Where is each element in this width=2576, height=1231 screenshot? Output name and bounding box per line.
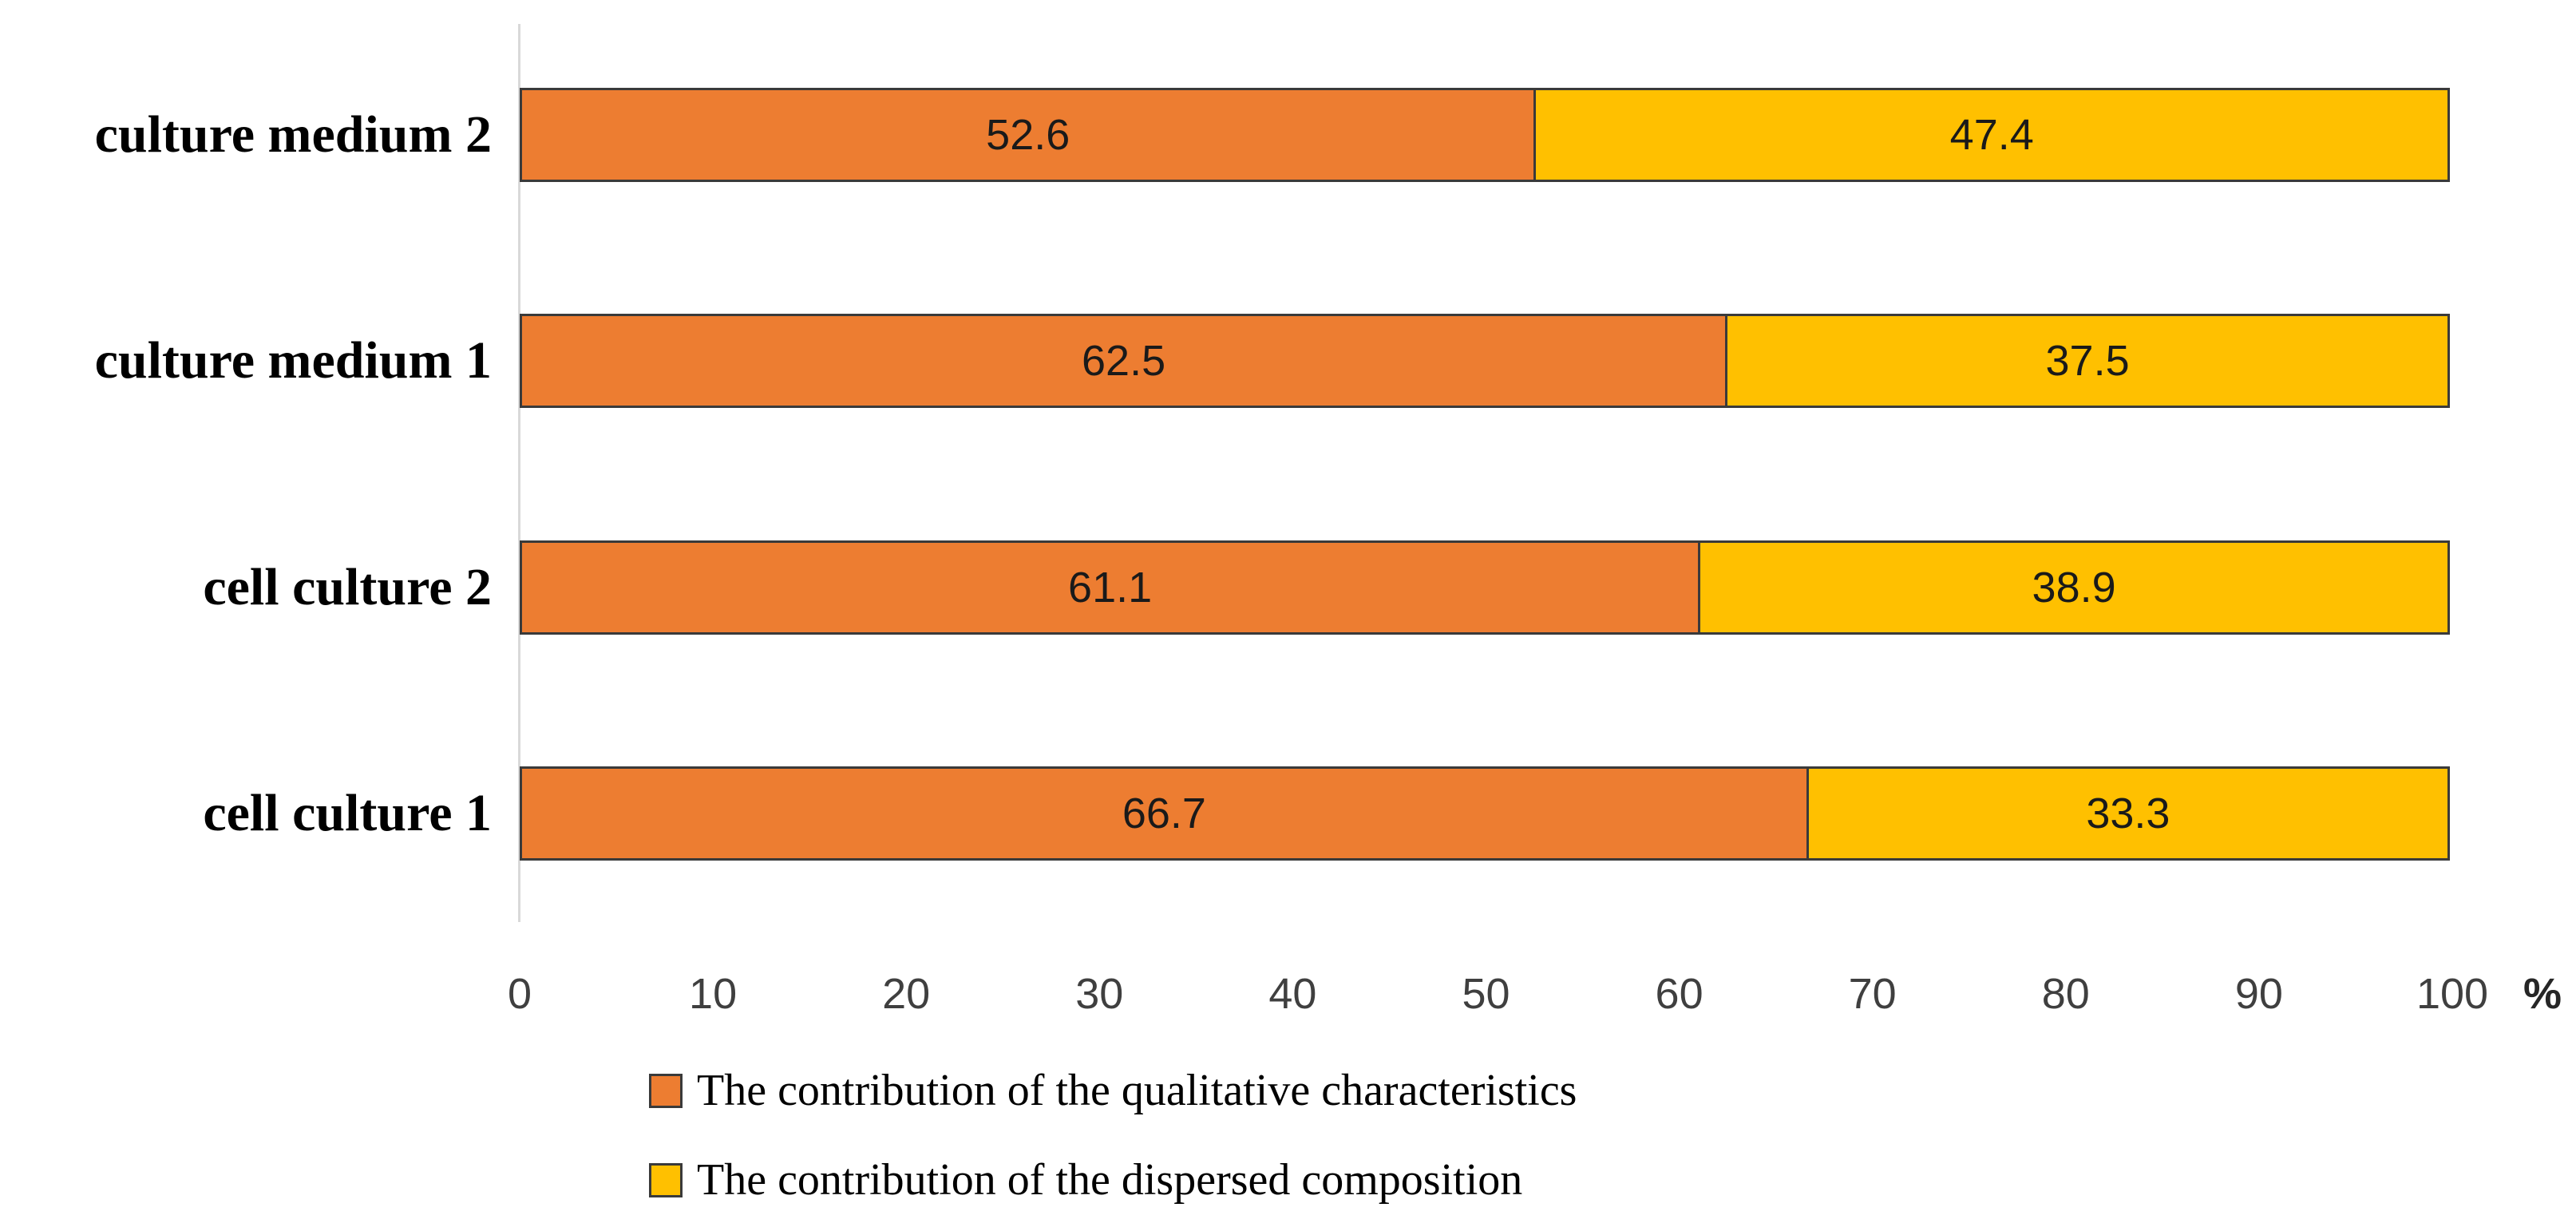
value-label: 37.5 bbox=[2045, 337, 2130, 385]
x-tick-label: 30 bbox=[1075, 970, 1124, 1018]
legend-label: The contribution of the qualitative char… bbox=[697, 1066, 1577, 1115]
y-axis-line bbox=[518, 24, 520, 922]
x-tick-label: 10 bbox=[689, 970, 738, 1018]
value-label: 52.6 bbox=[986, 111, 1070, 159]
legend-item: The contribution of the dispersed compos… bbox=[649, 1156, 1522, 1204]
bar-segment-dispersed: 38.9 bbox=[1698, 540, 2450, 635]
category-label: culture medium 2 bbox=[94, 105, 492, 164]
value-label: 47.4 bbox=[1949, 111, 2034, 159]
legend-swatch-dispersed bbox=[649, 1162, 683, 1197]
x-tick-label: 0 bbox=[507, 970, 532, 1018]
value-label: 33.3 bbox=[2086, 790, 2170, 837]
category-label: cell culture 1 bbox=[203, 784, 492, 842]
bar-segment-qualitative: 61.1 bbox=[520, 540, 1701, 635]
x-tick-label: 100 bbox=[2416, 970, 2489, 1018]
bar-segment-dispersed: 33.3 bbox=[1806, 766, 2450, 861]
bar-segment-dispersed: 37.5 bbox=[1725, 314, 2450, 408]
bar-segment-dispersed: 47.4 bbox=[1533, 88, 2450, 182]
x-tick-label: 90 bbox=[2234, 970, 2283, 1018]
bar-row: 66.7 33.3 bbox=[520, 766, 2452, 861]
x-tick-label: 80 bbox=[2041, 970, 2090, 1018]
bar-segment-qualitative: 66.7 bbox=[520, 766, 1809, 861]
bar-row: 61.1 38.9 bbox=[520, 540, 2452, 635]
bar-segment-qualitative: 62.5 bbox=[520, 314, 1728, 408]
x-axis-unit-label: % bbox=[2523, 970, 2562, 1018]
bar-segment-qualitative: 52.6 bbox=[520, 88, 1537, 182]
bar-row: 52.6 47.4 bbox=[520, 88, 2452, 182]
legend-swatch-qualitative bbox=[649, 1073, 683, 1108]
legend-item: The contribution of the qualitative char… bbox=[649, 1067, 1577, 1114]
x-tick-label: 40 bbox=[1268, 970, 1317, 1018]
x-tick-label: 60 bbox=[1655, 970, 1703, 1018]
value-label: 62.5 bbox=[1082, 337, 1166, 385]
category-label: culture medium 1 bbox=[94, 331, 492, 390]
x-tick-label: 50 bbox=[1462, 970, 1510, 1018]
value-label: 38.9 bbox=[2032, 564, 2116, 612]
category-label: cell culture 2 bbox=[203, 558, 492, 616]
bar-row: 62.5 37.5 bbox=[520, 314, 2452, 408]
x-tick-label: 20 bbox=[882, 970, 931, 1018]
x-tick-label: 70 bbox=[1848, 970, 1897, 1018]
value-label: 66.7 bbox=[1122, 790, 1206, 837]
legend-label: The contribution of the dispersed compos… bbox=[697, 1155, 1523, 1205]
value-label: 61.1 bbox=[1068, 564, 1153, 612]
